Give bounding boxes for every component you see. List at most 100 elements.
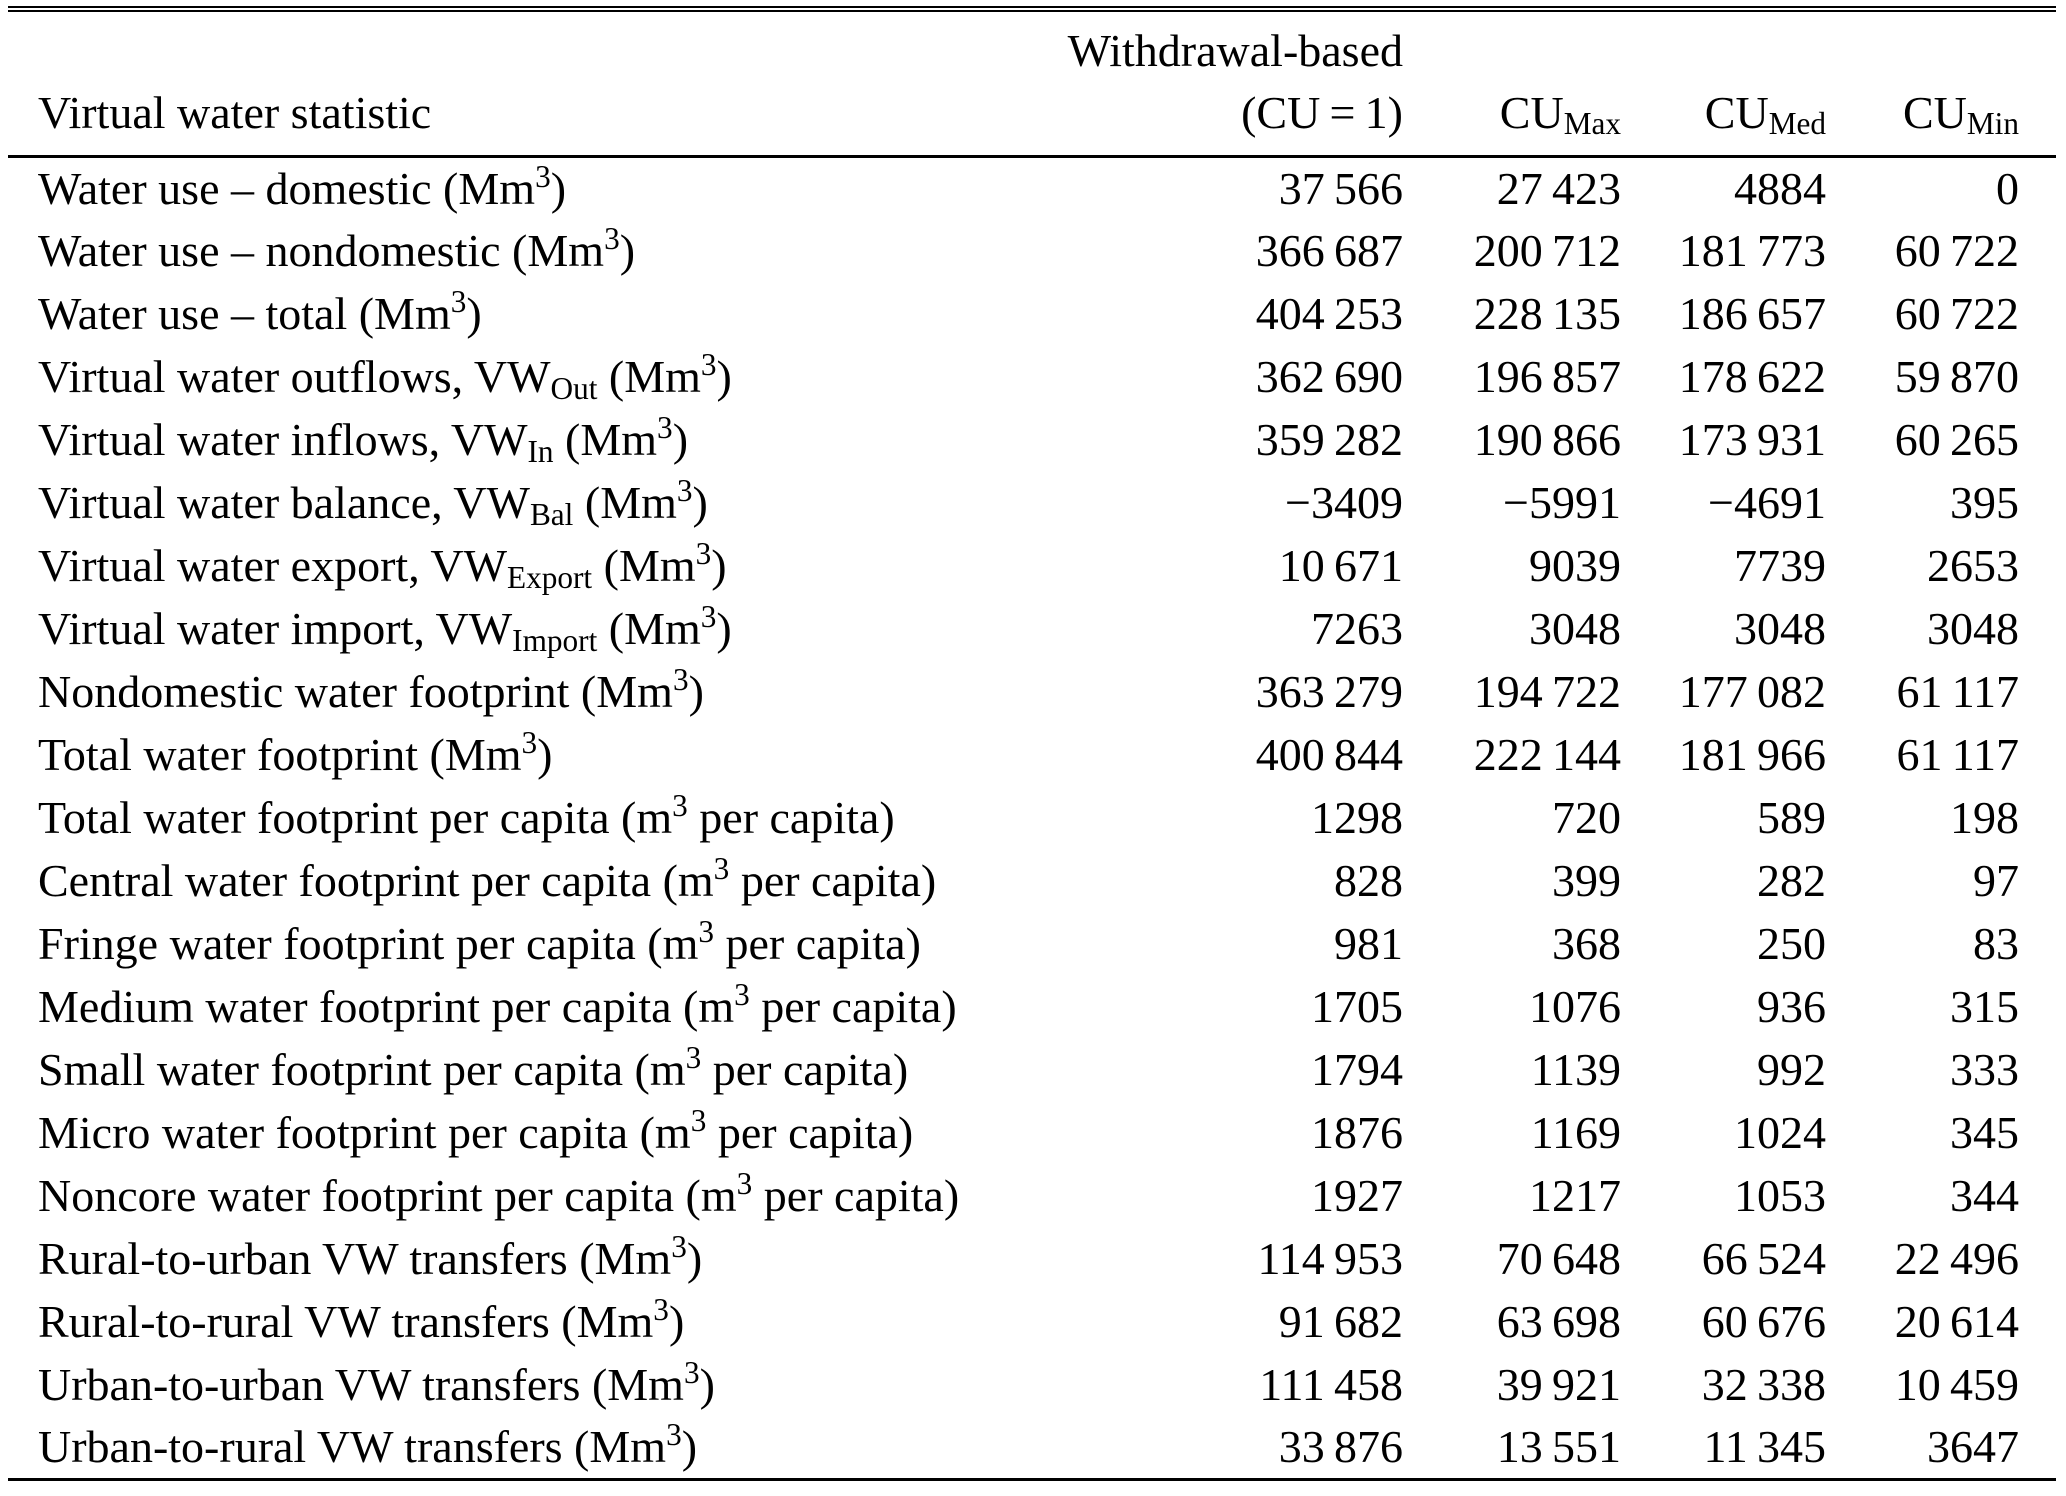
value-cell: 404 253 [1255,288,1403,339]
row-label: Fringe water footprint per capita (m3 pe… [38,913,921,969]
table-row: Central water footprint per capita (m3 p… [8,849,2056,912]
value-cell: 992 [1757,1044,1826,1095]
header-spacer [1404,12,1622,78]
row-label: Total water footprint per capita (m3 per… [38,787,895,843]
value-cell: 3647 [1927,1421,2019,1473]
value-cell: 228 135 [1473,288,1621,339]
table-body: Water use – domestic (Mm3) 37 566 27 423 48… [8,156,2056,1479]
header-row-bottom: Virtual water statistic (CU = 1) CUMax C… [8,78,2056,158]
value-cell: 11 345 [1703,1421,1826,1473]
row-label: Water use – total (Mm3) [38,283,482,339]
value-cell: 178 622 [1678,351,1826,402]
value-cell: 1076 [1529,981,1621,1032]
table-row: Fringe water footprint per capita (m3 pe… [8,912,2056,975]
table-row: Rural-to-rural VW transfers (Mm3) 91 682 6… [8,1290,2056,1353]
row-label: Small water footprint per capita (m3 per… [38,1039,909,1095]
value-cell: 13 551 [1496,1421,1621,1473]
row-label: Rural-to-rural VW transfers (Mm3) [38,1291,685,1347]
value-cell: 186 657 [1678,288,1826,339]
value-cell: 173 931 [1678,414,1826,465]
row-label: Central water footprint per capita (m3 p… [38,850,937,906]
value-cell: 111 458 [1259,1359,1403,1410]
value-cell: 59 870 [1894,351,2019,402]
value-cell: 39 921 [1496,1359,1621,1410]
value-cell: 33 876 [1278,1421,1403,1473]
row-label: Micro water footprint per capita (m3 per… [38,1102,914,1158]
table-row: Virtual water inflows, VWIn (Mm3) 359 282… [8,408,2056,471]
value-cell: 61 117 [1896,729,2019,780]
row-label: Nondomestic water footprint (Mm3) [38,661,704,717]
value-cell: 7263 [1311,603,1403,654]
value-cell: 3048 [1927,603,2019,654]
value-cell: 936 [1757,981,1826,1032]
row-label: Water use – domestic (Mm3) [38,158,567,214]
value-cell: 181 773 [1678,225,1826,276]
table-row: Noncore water footprint per capita (m3 p… [8,1164,2056,1227]
value-cell: 60 676 [1701,1296,1826,1347]
value-cell: 0 [1996,162,2019,214]
header-spacer [1827,12,2056,78]
value-cell: 395 [1950,477,2019,528]
value-cell: 196 857 [1473,351,1621,402]
value-cell: 1794 [1311,1044,1403,1095]
value-cell: 198 [1950,792,2019,843]
value-cell: 9039 [1529,540,1621,591]
value-cell: 400 844 [1255,729,1403,780]
value-cell: 1139 [1530,1044,1621,1095]
row-label: Virtual water import, VWImport (Mm3) [38,598,732,658]
value-cell: 114 953 [1257,1233,1403,1284]
row-label: Urban-to-urban VW transfers (Mm3) [38,1354,715,1410]
value-cell: 282 [1757,855,1826,906]
value-cell: 22 496 [1894,1233,2019,1284]
header-row-top: Withdrawal-based [8,12,2056,78]
value-cell: 60 265 [1894,414,2019,465]
value-cell: 2653 [1927,540,2019,591]
value-cell: 363 279 [1255,666,1403,717]
row-label: Noncore water footprint per capita (m3 p… [38,1165,960,1221]
value-cell: 200 712 [1473,225,1621,276]
table-row: Micro water footprint per capita (m3 per… [8,1101,2056,1164]
column-header-cu-max: CUMax [1404,78,1622,158]
value-cell: 1927 [1311,1170,1403,1221]
value-cell: 345 [1950,1107,2019,1158]
table-top-rule [8,6,2056,12]
value-cell: 181 966 [1678,729,1826,780]
value-cell: 61 117 [1896,666,2019,717]
value-cell: 10 671 [1278,540,1403,591]
value-cell: 222 144 [1473,729,1621,780]
table-row: Virtual water balance, VWBal (Mm3) −3409 −… [8,471,2056,534]
row-label: Water use – nondomestic (Mm3) [38,220,636,276]
table-row: Total water footprint per capita (m3 per… [8,786,2056,849]
value-cell: 366 687 [1255,225,1403,276]
value-cell: 32 338 [1701,1359,1826,1410]
row-label: Medium water footprint per capita (m3 pe… [38,976,957,1032]
table-row: Water use – total (Mm3) 404 253 228 135 186… [8,282,2056,345]
column-header-withdrawal-line1: Withdrawal-based [1067,25,1403,76]
header-spacer [8,12,1004,78]
row-label: Total water footprint (Mm3) [38,724,553,780]
value-cell: 1298 [1311,792,1403,843]
table-row: Urban-to-rural VW transfers (Mm3) 33 876 1… [8,1416,2056,1479]
row-label: Urban-to-rural VW transfers (Mm3) [38,1417,698,1473]
value-cell: 250 [1757,918,1826,969]
value-cell: 1024 [1734,1107,1826,1158]
value-cell: 981 [1334,918,1403,969]
table-row: Virtual water export, VWExport (Mm3) 10 6… [8,534,2056,597]
value-cell: 10 459 [1894,1359,2019,1410]
table-row: Rural-to-urban VW transfers (Mm3) 114 953… [8,1227,2056,1290]
value-cell: 190 866 [1473,414,1621,465]
column-header-cu-min: CUMin [1827,78,2056,158]
value-cell: 60 722 [1894,225,2019,276]
table-row: Small water footprint per capita (m3 per… [8,1038,2056,1101]
value-cell: 315 [1950,981,2019,1032]
value-cell: −3409 [1285,477,1403,528]
value-cell: 1053 [1734,1170,1826,1221]
value-cell: 83 [1973,918,2019,969]
value-cell: 589 [1757,792,1826,843]
table-row: Total water footprint (Mm3) 400 844 222 14… [8,723,2056,786]
value-cell: 399 [1552,855,1621,906]
value-cell: 4884 [1734,162,1826,214]
row-label: Virtual water export, VWExport (Mm3) [38,535,727,595]
value-cell: 1169 [1530,1107,1621,1158]
value-cell: 20 614 [1894,1296,2019,1347]
